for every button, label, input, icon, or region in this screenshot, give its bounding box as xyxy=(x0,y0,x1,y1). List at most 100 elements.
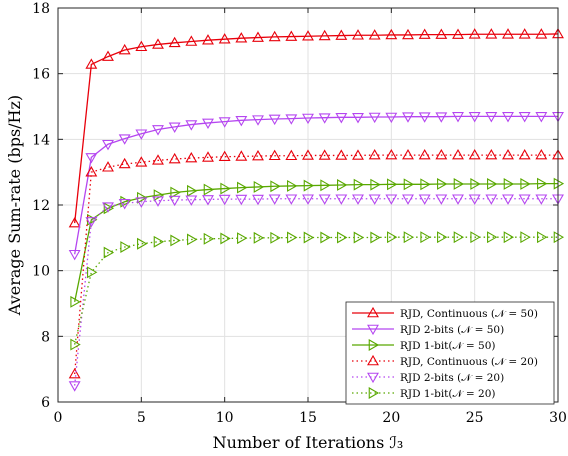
data-point xyxy=(453,178,465,190)
data-point xyxy=(285,194,298,205)
data-point xyxy=(220,232,231,245)
data-point xyxy=(185,195,198,206)
data-point xyxy=(485,112,498,123)
data-point xyxy=(152,154,164,165)
data-point xyxy=(268,149,281,161)
data-point xyxy=(402,194,414,205)
data-point xyxy=(202,118,214,130)
data-point xyxy=(503,178,515,190)
data-point xyxy=(203,232,215,245)
data-point xyxy=(385,148,398,160)
data-point xyxy=(285,30,298,41)
data-point xyxy=(303,231,315,244)
data-point xyxy=(385,28,398,40)
legend-label: RJD 2-bits (𝒩 = 50) xyxy=(400,324,504,336)
x-axis-title: Number of Iterations ℐ₃ xyxy=(213,433,404,452)
data-point xyxy=(453,231,465,244)
data-point xyxy=(503,231,515,244)
data-point xyxy=(435,148,448,160)
legend-swatch-marker xyxy=(367,354,379,366)
data-point xyxy=(68,249,81,261)
data-point xyxy=(520,178,531,190)
data-point xyxy=(220,182,231,195)
data-point xyxy=(68,367,81,379)
data-point xyxy=(187,233,198,246)
y-tick-label: 8 xyxy=(41,329,50,345)
data-point xyxy=(353,178,365,191)
data-point xyxy=(335,149,348,160)
data-point xyxy=(518,28,531,39)
legend-label: RJD 2-bits (𝒩 = 20) xyxy=(400,372,504,384)
data-point xyxy=(387,178,398,191)
data-point xyxy=(303,179,315,192)
x-tick-label: 20 xyxy=(382,410,400,426)
legend-swatch-marker xyxy=(367,306,379,318)
data-point xyxy=(85,58,98,69)
series-2 xyxy=(68,112,564,261)
data-point xyxy=(470,178,481,190)
x-tick-label: 0 xyxy=(54,410,63,426)
data-point xyxy=(135,40,148,52)
legend-box xyxy=(345,301,555,405)
data-point xyxy=(185,35,198,46)
data-point xyxy=(203,183,215,196)
data-point xyxy=(202,195,214,206)
data-point xyxy=(368,29,381,40)
data-point xyxy=(535,28,548,39)
data-point xyxy=(103,246,115,259)
data-point xyxy=(235,194,248,206)
data-point xyxy=(87,266,98,279)
data-point xyxy=(518,112,531,123)
y-tick-label: 16 xyxy=(32,67,50,83)
legend-label: RJD, Continuous (𝒩 = 50) xyxy=(400,308,538,320)
data-point xyxy=(468,112,481,123)
data-point xyxy=(237,181,248,194)
legend-swatch-marker xyxy=(367,372,379,384)
data-point xyxy=(318,29,331,41)
legend-swatch-marker xyxy=(367,324,379,336)
data-point xyxy=(253,180,265,193)
data-point xyxy=(418,28,431,39)
data-point xyxy=(218,150,231,162)
data-point xyxy=(335,113,348,124)
data-point xyxy=(118,157,131,169)
data-point xyxy=(252,115,264,126)
data-point xyxy=(135,129,148,140)
data-point xyxy=(485,148,498,160)
data-point xyxy=(537,177,548,190)
data-point xyxy=(502,28,514,39)
data-point xyxy=(68,216,81,228)
data-point xyxy=(102,161,114,172)
data-point xyxy=(352,149,364,160)
data-point xyxy=(535,112,548,123)
data-point xyxy=(235,32,248,43)
data-point xyxy=(402,148,414,160)
data-point xyxy=(153,189,165,202)
data-point xyxy=(168,36,181,48)
data-point xyxy=(85,217,98,228)
data-point xyxy=(168,152,181,164)
data-point xyxy=(268,30,281,42)
data-point xyxy=(337,231,348,244)
data-point xyxy=(537,231,548,244)
data-point xyxy=(485,194,498,205)
y-tick-label: 18 xyxy=(32,1,50,17)
data-point xyxy=(185,120,198,131)
data-point xyxy=(335,194,348,205)
series-line xyxy=(74,183,558,302)
data-point xyxy=(102,50,114,61)
data-point xyxy=(168,195,181,207)
data-point xyxy=(535,194,548,205)
axis-ticks: 0 5 10 15 20 25 30 6 8 10 12 14 16 18 xyxy=(32,1,567,426)
data-point xyxy=(237,232,248,245)
data-point xyxy=(368,112,381,124)
y-tick-label: 6 xyxy=(41,395,50,411)
data-point xyxy=(153,235,165,248)
data-point xyxy=(170,234,181,247)
data-point xyxy=(468,148,481,160)
data-point xyxy=(102,139,114,151)
data-point xyxy=(452,148,464,160)
data-point xyxy=(403,178,415,191)
data-point xyxy=(337,179,348,191)
data-point xyxy=(352,113,364,124)
